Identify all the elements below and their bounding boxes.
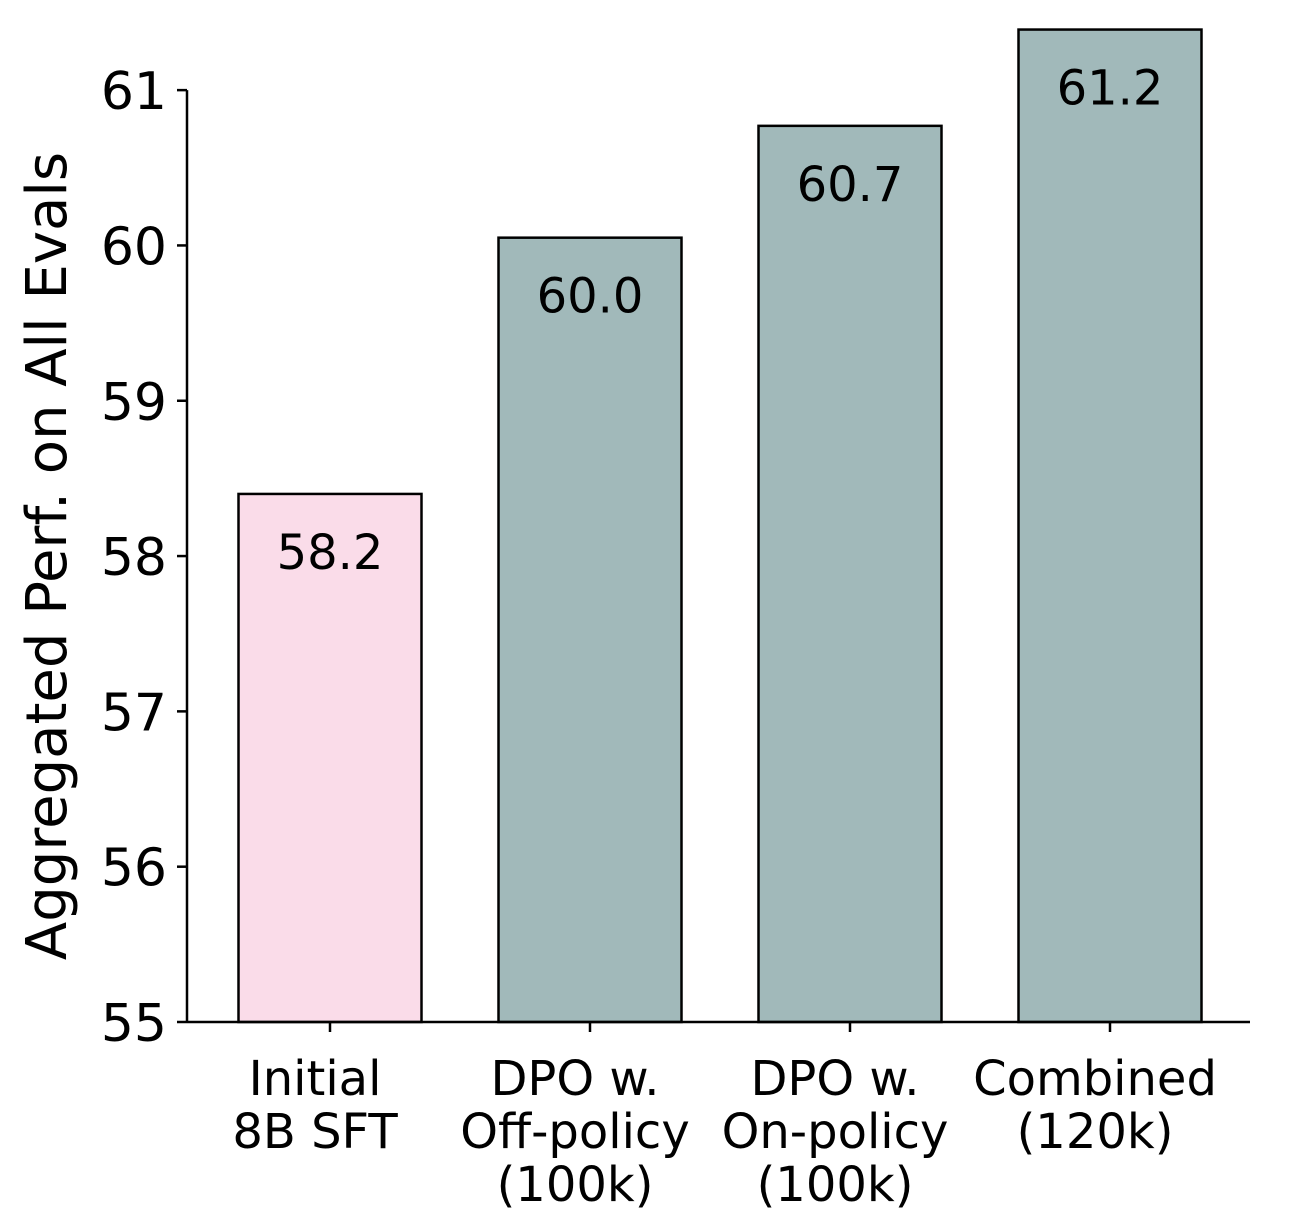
data-labels-layer: 58.2 60.0 60.7 61.2 (277, 61, 1164, 581)
bar-2 (757, 124, 943, 1024)
data-label-0: 58.2 (277, 525, 384, 581)
x-tick-label-3: Combined (120k) (973, 1051, 1217, 1160)
y-tick-label-4: 59 (101, 373, 167, 433)
x-tick-label-3-line-1: (120k) (1017, 1104, 1174, 1160)
x-tick-label-1-line-0: DPO w. (490, 1051, 659, 1107)
y-tick-label-1: 56 (101, 839, 167, 899)
y-axis-title: Aggregated Perf. on All Evals (15, 152, 80, 960)
y-tick-label-2: 57 (101, 683, 167, 743)
x-tick-label-3-line-0: Combined (973, 1051, 1217, 1107)
x-tick-label-1-line-2: (100k) (497, 1157, 654, 1213)
x-tick-label-0-line-1: 8B SFT (232, 1104, 398, 1160)
x-tick-label-2-line-2: (100k) (757, 1157, 914, 1213)
x-tick-label-0-line-0: Initial (249, 1051, 382, 1107)
x-tick-label-1: DPO w. Off-policy (100k) (460, 1051, 689, 1213)
data-label-3: 61.2 (1057, 61, 1164, 117)
x-tick-label-2-line-0: DPO w. (750, 1051, 919, 1107)
x-tick-label-2-line-1: On-policy (722, 1104, 949, 1160)
y-tick-label-6: 61 (101, 62, 167, 122)
data-label-1: 60.0 (537, 269, 644, 325)
bar-3 (1017, 28, 1203, 1024)
x-tick-label-1-line-1: Off-policy (460, 1104, 689, 1160)
bar-0 (237, 492, 423, 1024)
y-tick-label-3: 58 (101, 528, 167, 588)
bars-layer (237, 28, 1203, 1024)
bar-1 (497, 236, 683, 1024)
y-tick-label-0: 55 (101, 994, 167, 1054)
data-label-2: 60.7 (797, 157, 904, 213)
x-tick-label-0: Initial 8B SFT (232, 1051, 398, 1160)
y-tick-label-5: 60 (101, 217, 167, 277)
x-tick-label-2: DPO w. On-policy (100k) (722, 1051, 949, 1213)
